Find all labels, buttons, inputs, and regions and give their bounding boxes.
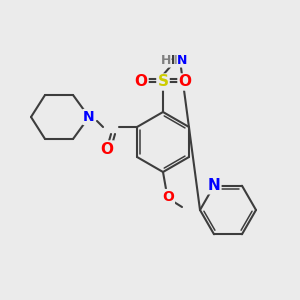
Text: O: O bbox=[134, 74, 148, 89]
Text: N: N bbox=[83, 110, 95, 124]
Text: HN: HN bbox=[165, 53, 185, 67]
Text: S: S bbox=[158, 74, 169, 89]
Text: O: O bbox=[100, 142, 113, 157]
Text: N: N bbox=[208, 178, 220, 193]
Text: N: N bbox=[177, 53, 188, 67]
Text: O: O bbox=[162, 190, 174, 204]
Text: O: O bbox=[178, 74, 191, 89]
Text: H: H bbox=[160, 53, 171, 67]
